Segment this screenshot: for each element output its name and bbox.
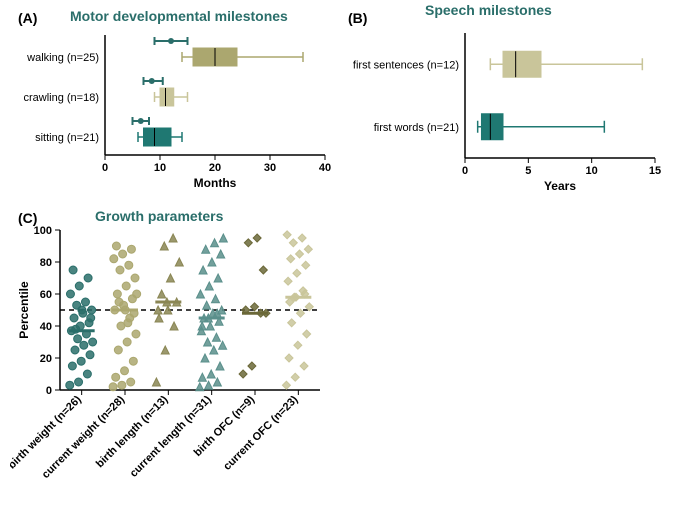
panel-c-label: (C) <box>18 210 37 226</box>
svg-text:walking (n=25): walking (n=25) <box>26 52 99 64</box>
svg-text:crawling (n=18): crawling (n=18) <box>23 92 99 104</box>
svg-text:birth length (n=13): birth length (n=13) <box>94 393 171 470</box>
svg-text:first words (n=21): first words (n=21) <box>374 122 459 134</box>
panel-c-title: Growth parameters <box>95 208 223 224</box>
svg-text:current weight (n=28): current weight (n=28) <box>40 393 128 481</box>
svg-text:20: 20 <box>209 162 221 174</box>
svg-text:5: 5 <box>525 165 531 177</box>
panel-a-chart: 0 10 20 30 40 Months walking (n=25) crawling (n… <box>10 25 340 195</box>
svg-text:10: 10 <box>586 165 598 177</box>
svg-text:Percentile: Percentile <box>17 281 31 339</box>
svg-text:sitting (n=21): sitting (n=21) <box>35 132 99 144</box>
svg-text:40: 40 <box>40 321 52 333</box>
svg-text:100: 100 <box>34 225 52 237</box>
svg-text:15: 15 <box>649 165 661 177</box>
panel-b-title: Speech milestones <box>425 2 552 18</box>
panel-c-chart: 0 20 40 60 80 100 Percentile birth weight (n=26… <box>10 225 370 515</box>
svg-text:80: 80 <box>40 257 52 269</box>
svg-text:0: 0 <box>46 385 52 397</box>
svg-text:60: 60 <box>40 289 52 301</box>
svg-text:birth weight (n=26): birth weight (n=26) <box>10 393 84 471</box>
svg-text:0: 0 <box>102 162 108 174</box>
svg-text:0: 0 <box>462 165 468 177</box>
panel-a-label: (A) <box>18 10 37 26</box>
svg-text:30: 30 <box>264 162 276 174</box>
svg-text:40: 40 <box>319 162 331 174</box>
svg-text:Months: Months <box>194 176 237 190</box>
svg-text:current OFC (n=23): current OFC (n=23) <box>221 393 300 472</box>
panel-b-chart: 0 5 10 15 Years first sentences (n=12) first w… <box>350 18 670 193</box>
svg-text:Years: Years <box>544 179 576 193</box>
svg-text:20: 20 <box>40 353 52 365</box>
svg-text:10: 10 <box>154 162 166 174</box>
panel-a-title: Motor developmental milestones <box>70 8 288 24</box>
svg-text:first sentences (n=12): first sentences (n=12) <box>353 59 459 71</box>
svg-text:current length (n=31): current length (n=31) <box>128 393 214 479</box>
